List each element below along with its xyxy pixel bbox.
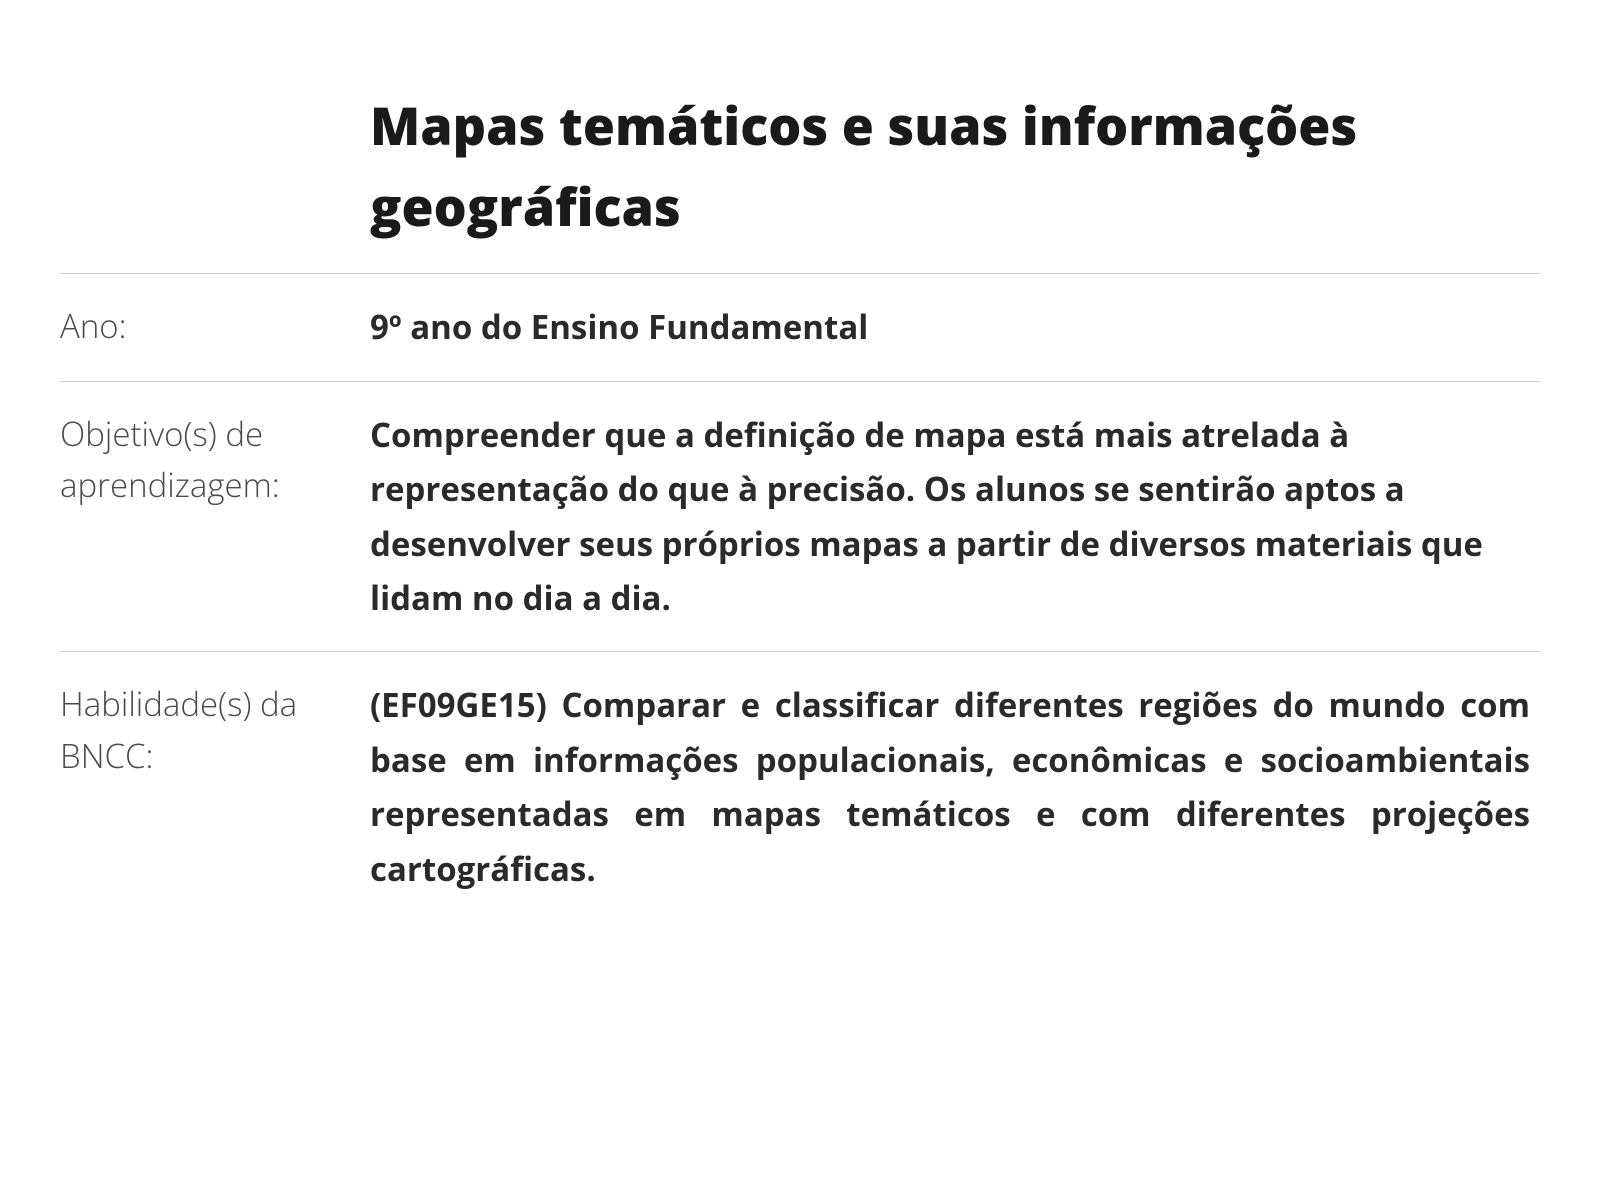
title-row: Mapas temáticos e suas informações geogr… xyxy=(60,60,1540,274)
row-label-habilidade: Habilidade(s) da BNCC: xyxy=(60,652,370,922)
row-value-objetivo: Compreender que a definição de mapa está… xyxy=(370,381,1540,652)
page-title: Mapas temáticos e suas informações geogr… xyxy=(370,60,1540,274)
row-label-ano: Ano: xyxy=(60,274,370,381)
row-value-ano: 9º ano do Ensino Fundamental xyxy=(370,274,1540,381)
row-value-habilidade: (EF09GE15) Comparar e classificar difere… xyxy=(370,652,1540,922)
title-empty-label xyxy=(60,60,370,274)
lesson-plan-table: Mapas temáticos e suas informações geogr… xyxy=(60,60,1540,922)
table-row: Habilidade(s) da BNCC: (EF09GE15) Compar… xyxy=(60,652,1540,922)
table-row: Objetivo(s) de aprendizagem: Compreender… xyxy=(60,381,1540,652)
table-row: Ano: 9º ano do Ensino Fundamental xyxy=(60,274,1540,381)
row-label-objetivo: Objetivo(s) de aprendizagem: xyxy=(60,381,370,652)
